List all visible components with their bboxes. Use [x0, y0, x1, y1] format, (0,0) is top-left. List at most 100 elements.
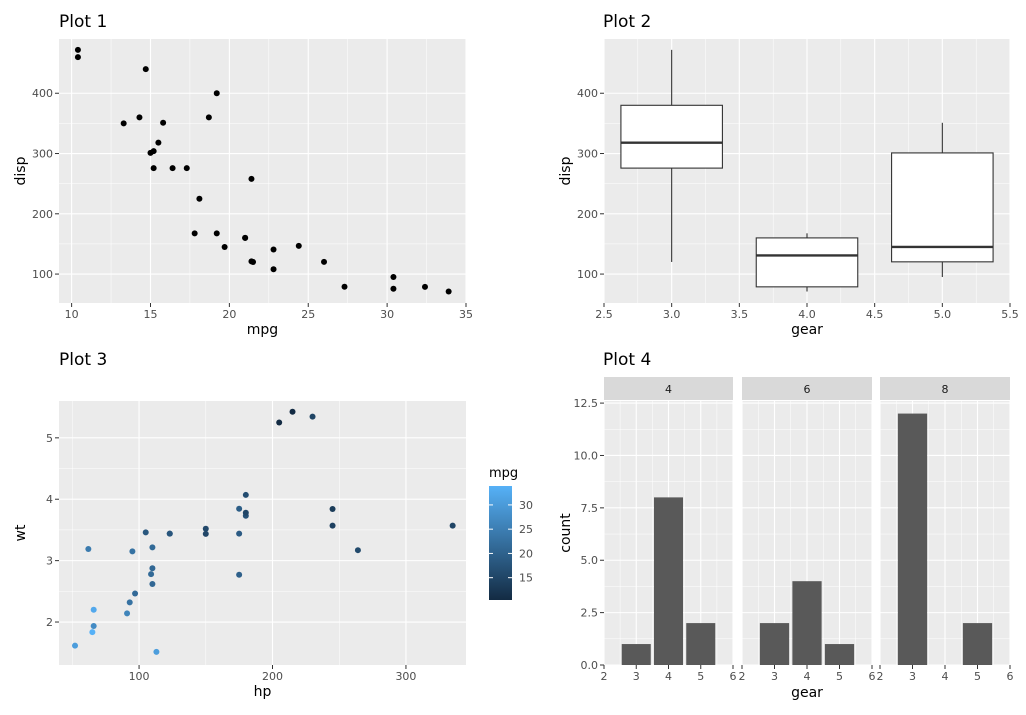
- data-point: [90, 623, 97, 630]
- facet-strip: [880, 377, 1010, 400]
- bar: [792, 581, 822, 665]
- plot-title: Plot 1: [59, 12, 107, 32]
- data-point: [147, 149, 154, 156]
- data-point: [74, 46, 81, 53]
- data-point: [270, 246, 277, 253]
- y-axis-title: count: [558, 513, 574, 553]
- data-point: [213, 230, 220, 237]
- data-point: [295, 242, 302, 249]
- bar: [897, 413, 928, 665]
- data-point: [149, 580, 156, 587]
- data-point: [236, 505, 243, 512]
- plot-title: Plot 3: [59, 350, 107, 370]
- y-tick-label: 0.0: [581, 659, 599, 672]
- y-tick-label: 100: [577, 268, 598, 281]
- data-point: [205, 114, 212, 121]
- x-tick-label: 3: [633, 670, 640, 683]
- x-tick-label: 5.5: [1001, 308, 1019, 321]
- x-tick-label: 3.0: [663, 308, 681, 321]
- legend-title: mpg: [489, 466, 518, 481]
- data-point: [150, 165, 157, 172]
- legend-tick-label: 25: [519, 523, 533, 536]
- x-axis-title: hp: [254, 684, 272, 700]
- data-point: [242, 509, 249, 516]
- bar: [621, 644, 651, 665]
- facet-panel: 6 2 3 4 5 6: [739, 377, 876, 683]
- data-point: [321, 258, 328, 265]
- x-tick-label: 300: [395, 670, 416, 683]
- y-tick-label: 100: [32, 268, 53, 281]
- x-axis-title: mpg: [247, 322, 278, 338]
- data-point: [202, 530, 209, 537]
- data-point: [155, 139, 162, 146]
- facet-panel: 4 2 3 4 5 6: [601, 377, 737, 683]
- data-point: [270, 266, 277, 273]
- facet-panel: 8 2 3 4 5 6: [877, 377, 1014, 683]
- data-point: [221, 243, 228, 250]
- data-point: [142, 529, 149, 536]
- data-point: [169, 165, 176, 172]
- data-point: [149, 544, 156, 551]
- data-point: [166, 530, 173, 537]
- y-axis-title: disp: [558, 156, 574, 185]
- y-tick-label: 200: [577, 208, 598, 221]
- x-tick-label: 20: [222, 308, 236, 321]
- plot3: Plot 3 2 3 4 5 wt 100 200 300 hp mpg 15 20 25 30: [13, 350, 533, 700]
- data-point: [309, 413, 316, 420]
- y-tick-label: 200: [32, 208, 53, 221]
- panel-background: [59, 39, 466, 303]
- data-point: [153, 648, 160, 655]
- facet-strip-label: 6: [804, 383, 811, 396]
- data-point: [72, 642, 79, 649]
- data-point: [390, 285, 397, 292]
- x-tick-label: 4.0: [798, 308, 816, 321]
- data-point: [236, 530, 243, 537]
- x-tick-label: 6: [1007, 670, 1014, 683]
- data-point: [120, 120, 127, 127]
- y-tick-label: 7.5: [581, 502, 599, 515]
- data-point: [129, 548, 136, 555]
- x-tick-label: 3: [909, 670, 916, 683]
- bar: [824, 644, 855, 665]
- facet-strip: [742, 377, 872, 400]
- data-point: [421, 283, 428, 290]
- x-tick-label: 15: [143, 308, 157, 321]
- y-tick-label: 10.0: [574, 449, 599, 462]
- data-point: [248, 258, 255, 265]
- data-point: [242, 491, 249, 498]
- x-tick-label: 3.5: [731, 308, 749, 321]
- x-tick-label: 30: [380, 308, 394, 321]
- y-tick-label: 5.0: [581, 554, 599, 567]
- x-tick-label: 5: [836, 670, 843, 683]
- data-point: [445, 288, 452, 295]
- x-tick-label: 2: [739, 670, 746, 683]
- x-tick-label: 10: [65, 308, 79, 321]
- data-point: [242, 234, 249, 241]
- x-axis-title: gear: [791, 322, 823, 338]
- data-point: [248, 175, 255, 182]
- data-point: [191, 230, 198, 237]
- data-point: [329, 506, 336, 513]
- x-tick-label: 4.5: [866, 308, 884, 321]
- legend-tick-label: 30: [519, 499, 533, 512]
- data-point: [183, 165, 190, 172]
- y-tick-label: 2: [46, 616, 53, 629]
- data-point: [148, 571, 155, 578]
- bar: [686, 623, 716, 665]
- y-tick-label: 300: [577, 148, 598, 161]
- data-point: [354, 547, 361, 554]
- data-point: [124, 610, 131, 617]
- x-tick-label: 4: [665, 670, 672, 683]
- y-tick-label: 400: [577, 87, 598, 100]
- data-point: [329, 522, 336, 529]
- box: [755, 237, 859, 288]
- bar: [962, 623, 993, 665]
- data-point: [160, 119, 167, 126]
- bar: [653, 497, 684, 665]
- x-tick-label: 6: [869, 670, 876, 683]
- facet-strip-label: 8: [942, 383, 949, 396]
- plot2: Plot 2 100 200 300 400 disp 2.5 3.0 3.5 4.0 4.5 5.0…: [558, 12, 1019, 338]
- data-point: [449, 522, 456, 529]
- legend-tick-label: 15: [519, 572, 533, 585]
- colorbar: [489, 486, 512, 600]
